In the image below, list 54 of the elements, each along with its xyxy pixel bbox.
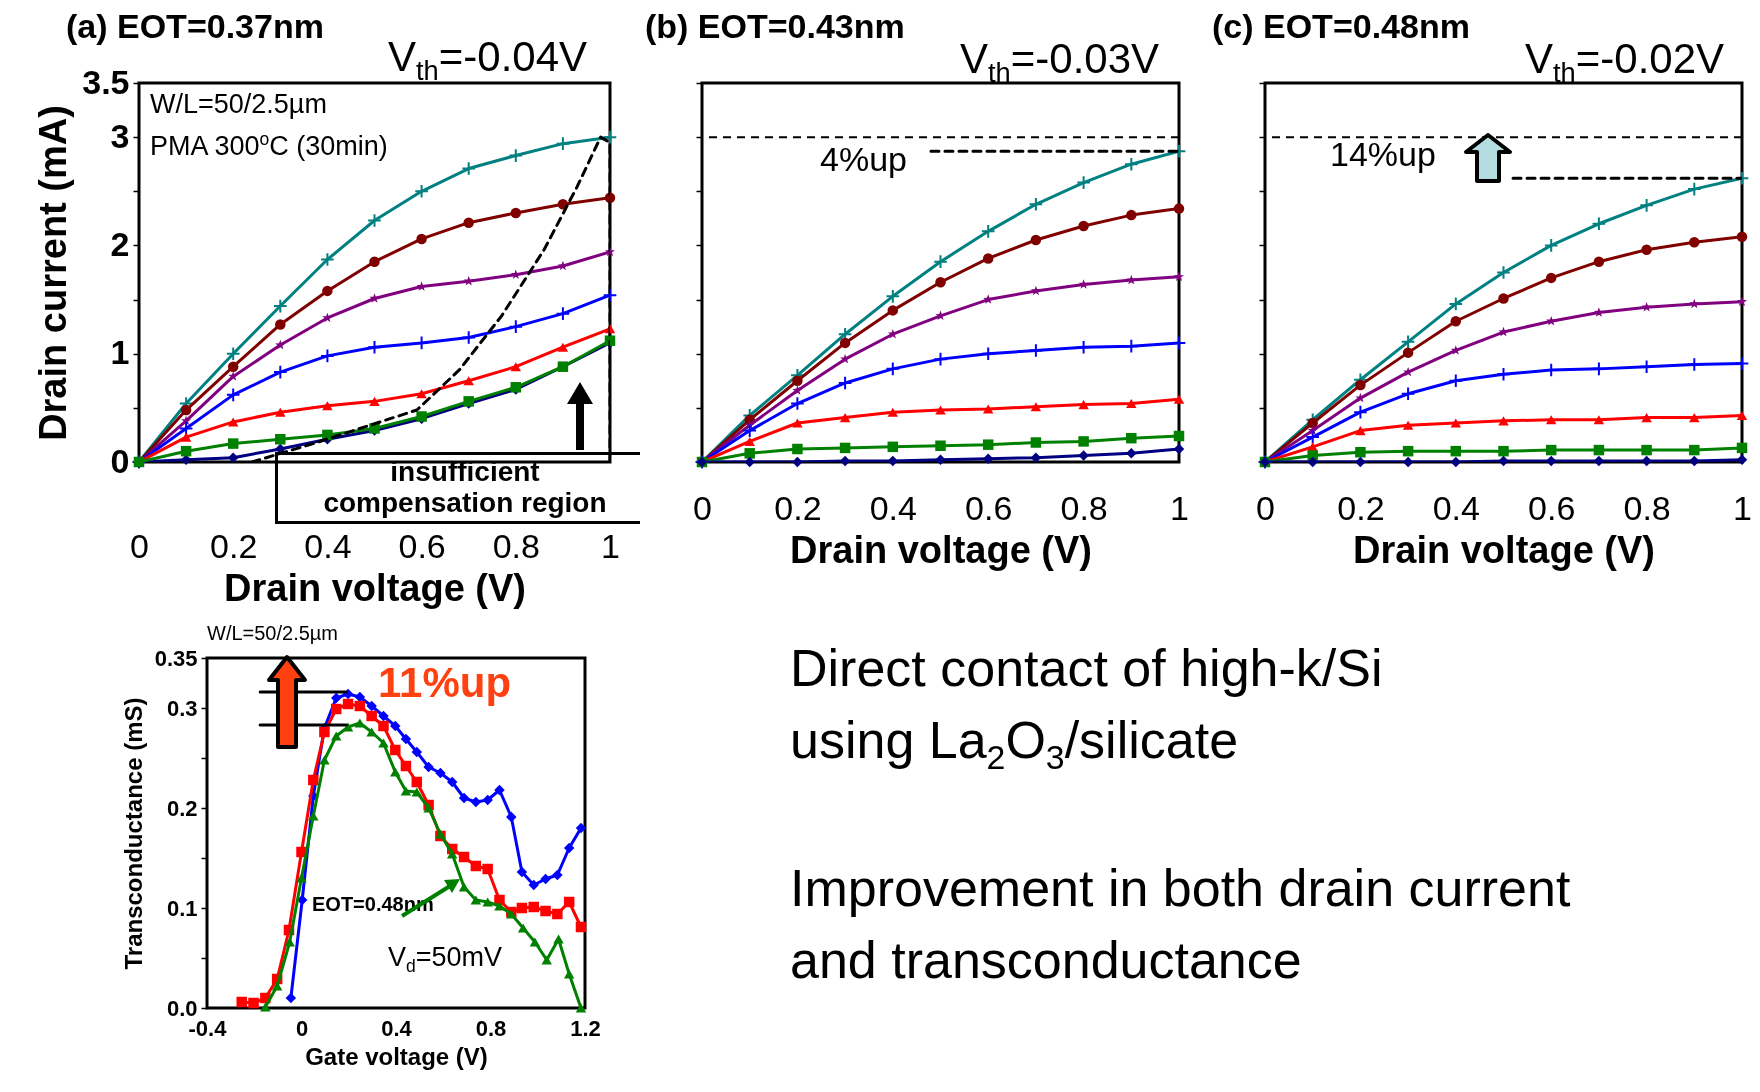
x-tick-label: 0.8 xyxy=(1060,488,1108,527)
y-axis-title: Drain current (mA) xyxy=(32,105,75,441)
annotation: 14%up xyxy=(1330,135,1436,174)
x-axis-title: Drain voltage (V) xyxy=(224,566,526,609)
x-tick-label: 0.2 xyxy=(210,526,258,565)
x-axis-title: Gate voltage (V) xyxy=(305,1042,488,1070)
x-tick-label: 0.2 xyxy=(1337,488,1385,527)
x-tick-label: 0 xyxy=(1256,488,1275,527)
y-tick-label: 3.5 xyxy=(82,62,130,101)
y-tick-label: 0.1 xyxy=(166,895,198,921)
annotation: V$_{d}$=50mV xyxy=(388,942,503,977)
y-tick-label: 0.35 xyxy=(154,645,198,671)
x-tick-label: 0.4 xyxy=(1432,488,1480,527)
chart-subtitle: V$_{th}$=-0.03V xyxy=(960,35,1160,89)
chart-title: (b) EOT=0.43nm xyxy=(645,7,905,46)
y-tick-label: 0 xyxy=(110,441,130,480)
y-tick-label: 0.2 xyxy=(166,795,198,821)
y-tick-label: 0.3 xyxy=(166,695,198,721)
x-tick-label: 0.6 xyxy=(965,488,1013,527)
chart-title: (c) EOT=0.48nm xyxy=(1212,7,1470,46)
text: Improvement in both drain current xyxy=(790,859,1571,918)
x-axis-title: Drain voltage (V) xyxy=(790,528,1092,571)
x-tick-label: 0 xyxy=(295,1015,309,1041)
x-tick-label: 0.8 xyxy=(475,1015,507,1041)
text: and transconductance xyxy=(790,931,1302,990)
x-tick-label: 0.2 xyxy=(774,488,822,527)
text: Direct contact of high-k/Si xyxy=(790,639,1383,698)
x-tick-label: 1 xyxy=(1733,488,1752,527)
x-tick-label: 1 xyxy=(601,526,620,565)
text: W/L=50/2.5µm xyxy=(207,622,339,644)
annotation: 4%up xyxy=(820,140,907,179)
x-tick-label: 0.6 xyxy=(398,526,446,565)
annotation: 11%up xyxy=(378,659,512,707)
annotation: PMA 300$^{o}$C (30min) xyxy=(150,129,388,162)
x-tick-label: 1.2 xyxy=(570,1015,601,1041)
y-tick-label: 2 xyxy=(110,224,130,263)
x-tick-label: 1 xyxy=(1170,488,1189,527)
x-axis-title: Drain voltage (V) xyxy=(1353,528,1655,571)
x-tick-label: 0.4 xyxy=(381,1015,413,1041)
x-tick-label: 0.4 xyxy=(869,488,917,527)
chart-subtitle: V$_{th}$=-0.04V xyxy=(388,33,588,87)
x-tick-label: 0 xyxy=(693,488,712,527)
y-tick-label: 1 xyxy=(110,333,130,372)
text: using La$_{2}$O$_{3}$/silicate xyxy=(790,711,1239,777)
y-tick-label: 3 xyxy=(110,116,130,155)
x-tick-label: 0.8 xyxy=(1623,488,1671,527)
chart-subtitle: V$_{th}$=-0.02V xyxy=(1525,35,1725,89)
x-tick-label: 0.6 xyxy=(1528,488,1576,527)
x-tick-label: 0.8 xyxy=(492,526,540,565)
annotation: W/L=50/2.5µm xyxy=(150,89,327,120)
x-tick-label: 0.4 xyxy=(304,526,352,565)
chart-title: (a) EOT=0.37nm xyxy=(66,7,324,46)
y-axis-title: Transconductance (mS) xyxy=(119,697,147,970)
annotation: insufficient compensation region xyxy=(275,452,655,524)
